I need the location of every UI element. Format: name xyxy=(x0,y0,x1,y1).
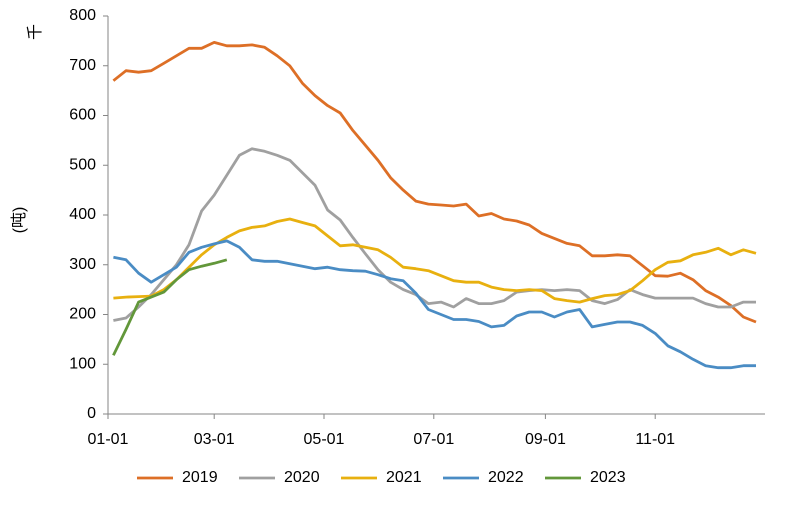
x-tick-label: 07-01 xyxy=(413,431,454,448)
x-tick-label: 05-01 xyxy=(304,431,345,448)
y-tick-label: 600 xyxy=(69,107,96,124)
y-tick-label: 300 xyxy=(69,256,96,273)
legend-label: 2023 xyxy=(590,469,626,486)
y-tick-label: 200 xyxy=(69,306,96,323)
series-line xyxy=(112,258,228,356)
y-tick-label: 100 xyxy=(69,355,96,372)
x-tick-label: 09-01 xyxy=(525,431,566,448)
legend-label: 2022 xyxy=(488,469,524,486)
legend-label: 2021 xyxy=(386,469,422,486)
x-tick-label: 11-01 xyxy=(635,431,675,448)
series-line xyxy=(113,147,756,322)
y-tick-label: 800 xyxy=(69,7,96,24)
legend-label: 2019 xyxy=(182,469,218,486)
x-tick-label: 03-01 xyxy=(194,431,235,448)
y-unit: 千 xyxy=(26,24,44,40)
series-line xyxy=(113,239,756,370)
y-tick-label: 500 xyxy=(69,156,96,173)
series-line xyxy=(112,41,757,324)
x-tick-label: 01-01 xyxy=(88,431,129,448)
y-tick-label: 400 xyxy=(69,206,96,223)
y-axis-label: (吨) xyxy=(10,207,28,234)
legend-label: 2020 xyxy=(284,469,320,486)
y-tick-label: 700 xyxy=(69,57,96,74)
y-tick-label: 0 xyxy=(87,405,96,422)
